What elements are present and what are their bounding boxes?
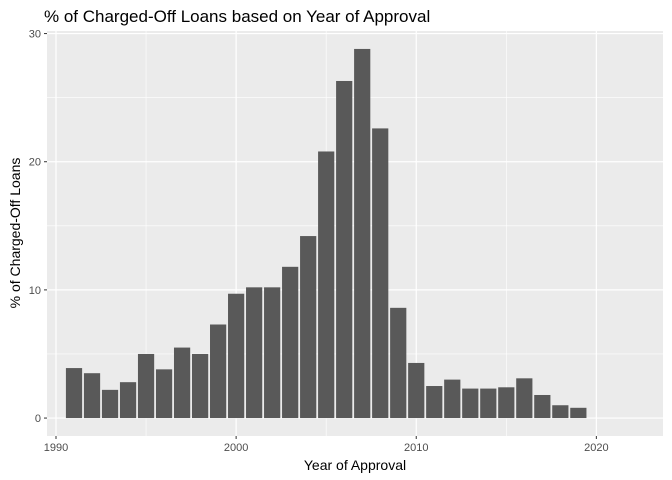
bar: [336, 80, 353, 419]
bar: [534, 394, 551, 419]
bar: [426, 386, 443, 419]
x-axis-label: Year of Approval: [304, 457, 406, 473]
bar: [480, 388, 497, 419]
bar: [390, 307, 407, 419]
x-tick-label: 2020: [584, 442, 608, 454]
y-tick-label: 30: [29, 29, 41, 41]
y-tick-label: 20: [29, 157, 41, 169]
bar: [137, 353, 155, 419]
bar: [119, 382, 137, 419]
bar: [318, 151, 335, 419]
bar: [462, 388, 479, 419]
y-axis-ticks: 0 10 20 30: [29, 29, 47, 425]
bars: [65, 48, 587, 419]
bar: [516, 378, 533, 419]
bar: [83, 373, 101, 419]
bar: [101, 389, 119, 419]
y-tick-label: 10: [29, 285, 41, 297]
bar: [498, 387, 515, 419]
bar: [372, 128, 389, 419]
chart-title: % of Charged-Off Loans based on Year of …: [44, 7, 430, 26]
y-axis-label: % of Charged-Off Loans: [7, 158, 23, 309]
bar: [65, 368, 83, 419]
bar: [155, 369, 173, 419]
bar: [246, 287, 263, 419]
x-tick-label: 2000: [224, 442, 248, 454]
bar: [210, 324, 227, 419]
bar: [228, 293, 245, 419]
bar: [300, 236, 317, 419]
bar: [264, 287, 281, 419]
x-tick-label: 2010: [404, 442, 428, 454]
x-axis-ticks: 1990 2000 2010 2020: [44, 436, 609, 454]
bar: [282, 266, 299, 419]
bar: [354, 48, 371, 419]
bar: [408, 362, 425, 419]
bar: [552, 405, 569, 419]
bar: [191, 353, 209, 419]
y-tick-label: 0: [35, 413, 41, 425]
x-tick-label: 1990: [44, 442, 68, 454]
bar: [444, 379, 461, 419]
bar: [173, 347, 191, 419]
bar: [570, 407, 587, 419]
